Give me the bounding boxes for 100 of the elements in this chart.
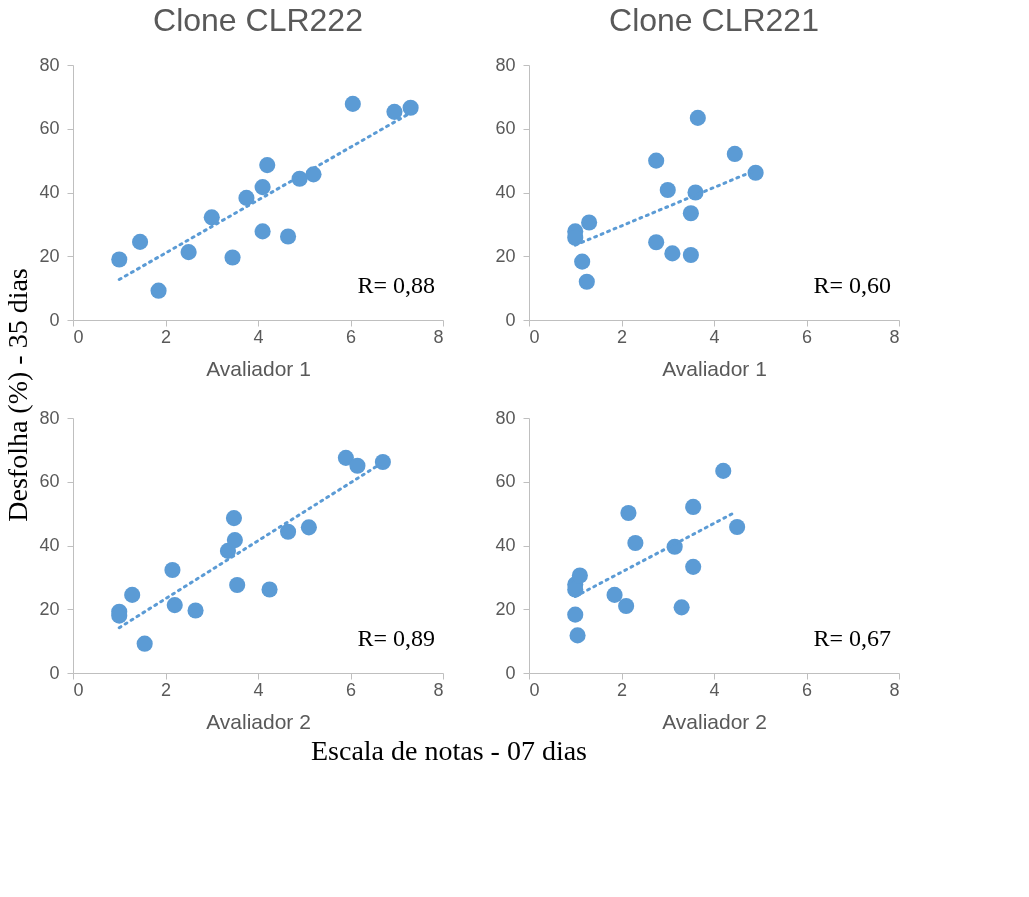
x-tick-label: 6 (345, 679, 357, 700)
point (229, 576, 246, 594)
y-tick-label: 0 (505, 662, 516, 683)
point (648, 152, 665, 169)
annotation: R= 0,89 (357, 625, 435, 651)
annotation: R= 0,88 (357, 272, 435, 298)
point (685, 498, 702, 515)
y-tick-label: 40 (39, 182, 60, 202)
x-tick-label: 0 (73, 679, 84, 700)
x-tick-label: 0 (529, 326, 540, 347)
chart-title: Clone CLR221 (609, 2, 819, 38)
point (225, 510, 243, 527)
point (726, 145, 743, 162)
point (571, 567, 588, 584)
annotation: R= 0,60 (813, 272, 891, 298)
point (606, 586, 623, 603)
point (386, 103, 403, 120)
point (620, 504, 637, 522)
x-tick-label: 2 (616, 326, 628, 347)
y-tick-label: 20 (39, 245, 60, 266)
point (569, 627, 586, 644)
point (280, 228, 297, 245)
point (150, 282, 167, 299)
point (627, 534, 644, 551)
x-axis-title: Avaliador 1 (662, 356, 767, 380)
x-tick-label: 8 (889, 679, 900, 700)
point (567, 606, 584, 623)
y-tick-label: 20 (39, 598, 60, 619)
point (254, 179, 271, 196)
point (203, 209, 220, 226)
point (673, 599, 690, 616)
x-tick-label: 2 (160, 326, 172, 347)
point (280, 523, 297, 540)
y-tick-label: 20 (495, 598, 516, 619)
y-tick-label: 0 (505, 309, 516, 330)
point (685, 558, 702, 575)
y-tick-label: 40 (495, 535, 516, 555)
point (618, 598, 635, 615)
point (124, 586, 141, 603)
point (300, 519, 317, 536)
point (578, 273, 595, 290)
point (682, 205, 699, 222)
y-tick-label: 60 (495, 471, 516, 492)
x-tick-label: 6 (801, 679, 813, 700)
point (111, 251, 128, 268)
y-tick-label: 0 (49, 662, 60, 683)
point (581, 214, 598, 231)
y-tick-label: 20 (495, 245, 516, 266)
y-tick-label: 40 (39, 535, 60, 555)
x-tick-label: 4 (253, 326, 264, 347)
point (374, 453, 391, 471)
point (132, 233, 149, 250)
x-tick-label: 4 (709, 679, 720, 700)
point (226, 532, 243, 549)
point (166, 597, 183, 614)
text: Escala de notas - 07 dias (310, 735, 588, 766)
point (261, 581, 278, 598)
point (259, 157, 276, 174)
y-tick-label: 80 (495, 407, 516, 428)
x-axis-title: Avaliador 2 (206, 709, 311, 733)
x-tick-label: 6 (801, 326, 813, 347)
chart-title: Clone CLR222 (153, 2, 363, 38)
point (254, 223, 271, 240)
point (402, 99, 419, 116)
x-tick-label: 8 (433, 326, 444, 347)
y-tick-label: 80 (495, 54, 516, 75)
y-tick-label: 60 (39, 118, 60, 139)
x-tick-label: 4 (253, 679, 264, 700)
x-tick-label: 0 (529, 679, 540, 700)
x-tick-label: 2 (160, 679, 172, 700)
y-tick-label: 40 (495, 182, 516, 202)
point (224, 249, 241, 266)
y-axis-title: Desfolha (%) - 35 dias (2, 268, 33, 522)
point (180, 244, 197, 261)
point (187, 602, 204, 619)
point (664, 245, 681, 262)
point (689, 109, 706, 126)
point (659, 181, 676, 198)
x-tick-label: 4 (709, 326, 720, 347)
point (136, 635, 153, 652)
point (729, 518, 746, 536)
point (648, 234, 665, 251)
x-tick-label: 8 (433, 679, 444, 700)
x-axis-title: Avaliador 1 (206, 356, 311, 380)
x-tick-label: 6 (345, 326, 357, 347)
x-tick-label: 2 (616, 679, 628, 700)
y-tick-label: 0 (49, 309, 60, 330)
x-axis-title: Avaliador 2 (662, 709, 767, 733)
point (337, 449, 354, 466)
x-tick-label: 8 (889, 326, 900, 347)
point (238, 189, 255, 206)
annotation: R= 0,67 (813, 625, 891, 651)
point (715, 462, 732, 479)
y-tick-label: 80 (39, 407, 60, 428)
point (747, 164, 764, 181)
y-tick-label: 80 (39, 54, 60, 75)
y-tick-label: 60 (39, 471, 60, 492)
y-tick-label: 60 (495, 118, 516, 139)
point (164, 562, 181, 579)
point (682, 246, 699, 264)
